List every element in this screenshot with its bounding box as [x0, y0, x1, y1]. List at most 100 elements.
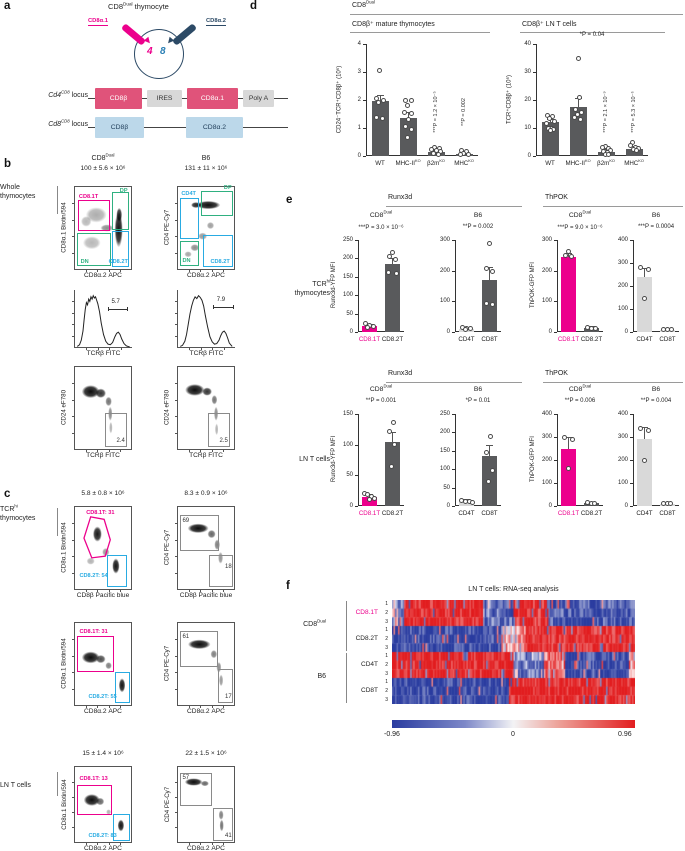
flow-gate: [180, 631, 219, 668]
y-tick: [452, 240, 455, 241]
category-label: CD4T: [458, 336, 475, 343]
axis-tick: [200, 269, 202, 272]
y-tick: [533, 128, 536, 129]
p-value: ***P = 3.0 × 10⁻⁶: [358, 225, 404, 231]
rnaseq-heatmap: [392, 600, 635, 704]
axis-tick: [72, 812, 75, 813]
data-point: [571, 114, 577, 120]
axis-tick: [97, 842, 99, 845]
p-value: ***P = 9.0 × 10⁻⁶: [557, 225, 603, 231]
thpok-rule-row1: [543, 206, 683, 207]
panel-f-label: f: [286, 580, 290, 592]
y-tick-label: 200: [439, 429, 450, 436]
x-axis-label: TCRβ FITC: [189, 452, 223, 459]
axis-tick: [200, 347, 202, 350]
bar-CD8T: [482, 279, 497, 332]
gate-percent: 5.7: [111, 299, 120, 306]
flow-gate: [113, 813, 130, 841]
replicate-number: 1: [385, 627, 388, 634]
y-tick: [554, 460, 557, 461]
y-tick-label: 4: [357, 41, 361, 47]
y-axis-label: CD4 PE-Cy7: [163, 209, 171, 246]
axis-tick: [86, 449, 88, 452]
y-axis-label: CD4 PE-Cy7: [163, 645, 171, 682]
data-point: [638, 426, 643, 432]
y-tick-label: 10: [524, 125, 531, 131]
category-label: CD8T: [481, 336, 498, 343]
axis-tick: [189, 705, 191, 708]
y-tick-label: 250: [439, 411, 450, 417]
error-bar-cap: [486, 445, 493, 447]
data-point: [569, 254, 574, 260]
category-label: CD8.1T: [358, 510, 381, 517]
data-point: [463, 327, 468, 333]
gate-marker-end: [232, 304, 234, 309]
error-bar: [379, 95, 381, 102]
heatmap-subgroup-label: CD4T: [361, 661, 378, 668]
heatmap-colorbar: [392, 720, 635, 728]
chart-subtitle: B6: [651, 212, 661, 219]
y-tick-label: 100: [342, 441, 353, 448]
chart-e-runx3d-b6-thy: 0 100 200 300 B6 **P = 0.002 CD4T CD8T: [440, 212, 501, 343]
x-axis-label: TCRβ FITC: [86, 350, 121, 357]
gate-percent: 61: [182, 633, 190, 640]
density-blobs: [178, 187, 234, 269]
y-tick-label: 20: [524, 97, 531, 103]
axis-tick: [222, 705, 224, 708]
axis-tick: [175, 523, 178, 525]
axis-tick: [72, 556, 75, 558]
y-axis-label: CD4 PE-Cy7: [163, 786, 171, 822]
axis-tick: [175, 655, 178, 657]
data-point: [547, 128, 553, 134]
density-blobs: [178, 507, 234, 589]
y-tick: [355, 258, 358, 260]
gate-label: CD8.1T: [78, 193, 99, 200]
gate-label: DN: [182, 257, 191, 264]
gene-box-CD8α.1: CD8α.1: [187, 88, 238, 109]
y-tick: [554, 332, 557, 333]
y-tick-label: 300: [617, 434, 628, 440]
p-value: **P = 0.004: [640, 398, 672, 404]
flow-b-dual-tcrb-histogram: 5.7 TCRβ FITC: [72, 290, 132, 357]
data-point: [638, 264, 643, 270]
p-value: **P = 0.002: [462, 224, 494, 230]
y-tick-label: 100: [342, 292, 353, 299]
axis-tick: [119, 269, 121, 272]
data-point: [551, 118, 557, 124]
flow-gate: [77, 785, 112, 815]
axis-tick: [72, 324, 75, 326]
replicate-number: 1: [385, 601, 388, 608]
axis-tick: [72, 335, 75, 337]
flow-c-b6-cd4-vs-cd8b: 69 18 CD8β Pacific blue CD4 PE-Cy7: [164, 506, 235, 599]
bar-CD8.1T: [362, 326, 377, 332]
y-tick: [355, 475, 358, 477]
error-bar-cap: [404, 112, 412, 114]
category-label: CD8.1T: [557, 336, 580, 343]
flow-gate: [77, 232, 111, 266]
axis-tick: [212, 347, 214, 350]
category-label: CD8T: [481, 510, 498, 517]
y-tick-label: 100: [617, 480, 628, 486]
error-bar: [577, 98, 579, 107]
category-label: MHC-IIKO: [565, 158, 591, 167]
data-point: [387, 428, 392, 434]
y-tick-label: 200: [617, 457, 628, 463]
axis-tick: [72, 655, 75, 657]
flow-gate: [105, 412, 127, 448]
y-tick-label: 200: [342, 255, 353, 262]
data-point: [488, 433, 493, 439]
gate-percent: 41: [225, 833, 232, 839]
data-point: [563, 252, 568, 258]
category-label: CD4T: [458, 510, 475, 517]
runx3d-header-row1: Runx3d: [388, 194, 413, 201]
y-tick: [363, 100, 366, 101]
gate-percent: 2.4: [116, 437, 125, 444]
y-tick: [452, 301, 455, 303]
axis-tick: [72, 782, 75, 783]
density-blobs: [178, 767, 234, 842]
data-point: [490, 468, 495, 474]
y-tick-label: 200: [439, 267, 450, 274]
error-bar: [489, 446, 490, 457]
flow-gate: [202, 234, 233, 267]
flow-b-b6-cd24-vs-tcrb: 2.5 TCRβ FITC CD24 eF780: [164, 366, 235, 459]
